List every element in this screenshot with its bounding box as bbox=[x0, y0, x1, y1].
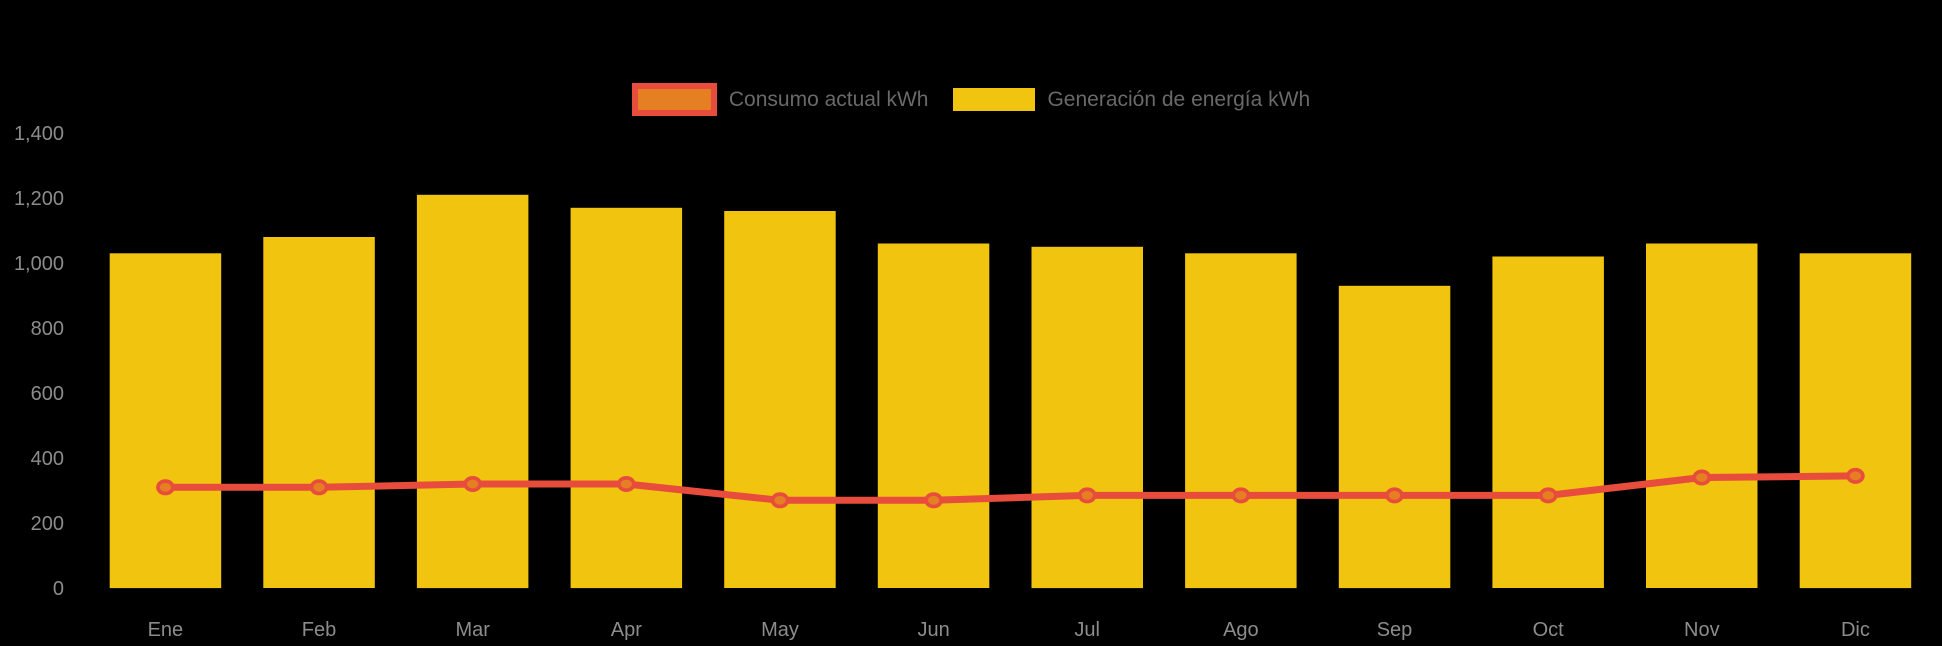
generacion-bar-may[interactable] bbox=[724, 211, 836, 588]
consumo-point-ene[interactable] bbox=[156, 479, 175, 496]
x-axis-label-jul: Jul bbox=[1074, 619, 1100, 641]
consumo-point-jun[interactable] bbox=[924, 492, 943, 509]
generacion-bar-ago[interactable] bbox=[1185, 253, 1297, 589]
y-axis-tick-label: 600 bbox=[31, 383, 64, 405]
y-axis-tick-label: 800 bbox=[31, 318, 64, 340]
generacion-bar-apr[interactable] bbox=[570, 207, 683, 589]
x-axis-label-feb: Feb bbox=[302, 619, 336, 641]
generacion-bar-mar[interactable] bbox=[416, 194, 529, 589]
consumo-point-jul[interactable] bbox=[1077, 487, 1097, 504]
generacion-bar-dic[interactable] bbox=[1799, 253, 1912, 589]
consumo-line bbox=[161, 472, 1859, 504]
consumo-point-sep[interactable] bbox=[1385, 487, 1404, 504]
generacion-bar-jun[interactable] bbox=[877, 243, 990, 589]
x-axis-label-may: May bbox=[761, 619, 799, 641]
generacion-legend-label: Generación de energía kWh bbox=[1047, 87, 1311, 111]
x-axis-label-jun: Jun bbox=[917, 619, 949, 641]
consumo-point-apr[interactable] bbox=[616, 475, 636, 492]
consumo-point-ago[interactable] bbox=[1231, 487, 1251, 504]
consumo-legend-swatch bbox=[631, 83, 717, 116]
x-axis-label-ene: Ene bbox=[148, 619, 184, 641]
x-axis-label-mar: Mar bbox=[455, 619, 490, 641]
generacion-bar-jul[interactable] bbox=[1031, 246, 1144, 589]
generacion-bar-ene[interactable] bbox=[109, 253, 222, 589]
y-axis-tick-label: 1,200 bbox=[14, 188, 64, 210]
x-axis-label-sep: Sep bbox=[1377, 619, 1413, 641]
generacion-bar-nov[interactable] bbox=[1646, 243, 1758, 589]
y-axis-tick-label: 1,400 bbox=[14, 123, 64, 145]
generacion-bar-oct[interactable] bbox=[1492, 256, 1604, 589]
x-axis-label-ago: Ago bbox=[1223, 619, 1259, 641]
consumo-point-nov[interactable] bbox=[1692, 469, 1712, 486]
consumo-point-feb[interactable] bbox=[309, 479, 329, 496]
y-axis-tick-label: 200 bbox=[31, 513, 64, 535]
x-axis-label-oct: Oct bbox=[1533, 619, 1565, 641]
generacion-bar-feb[interactable] bbox=[263, 237, 375, 588]
x-axis-label-dic: Dic bbox=[1841, 619, 1870, 641]
y-axis-tick-label: 1,000 bbox=[14, 253, 64, 275]
consumo-point-may[interactable] bbox=[770, 492, 790, 509]
x-axis-label-apr: Apr bbox=[611, 619, 642, 641]
chart-legend: Consumo actual kWh Generación de energía… bbox=[0, 83, 1942, 116]
y-axis-tick-label: 0 bbox=[53, 578, 64, 600]
y-axis-tick-label: 400 bbox=[31, 448, 64, 470]
generacion-bar-sep[interactable] bbox=[1338, 285, 1451, 589]
x-axis-label-nov: Nov bbox=[1684, 619, 1720, 641]
legend-item-consumo[interactable]: Consumo actual kWh bbox=[631, 83, 929, 116]
legend-item-generacion[interactable]: Generación de energía kWh bbox=[953, 88, 1310, 112]
consumo-point-mar[interactable] bbox=[463, 475, 483, 492]
consumo-point-dic[interactable] bbox=[1846, 467, 1865, 484]
consumo-legend-label: Consumo actual kWh bbox=[728, 87, 929, 111]
generacion-legend-swatch bbox=[953, 88, 1036, 111]
consumo-point-oct[interactable] bbox=[1538, 487, 1558, 504]
